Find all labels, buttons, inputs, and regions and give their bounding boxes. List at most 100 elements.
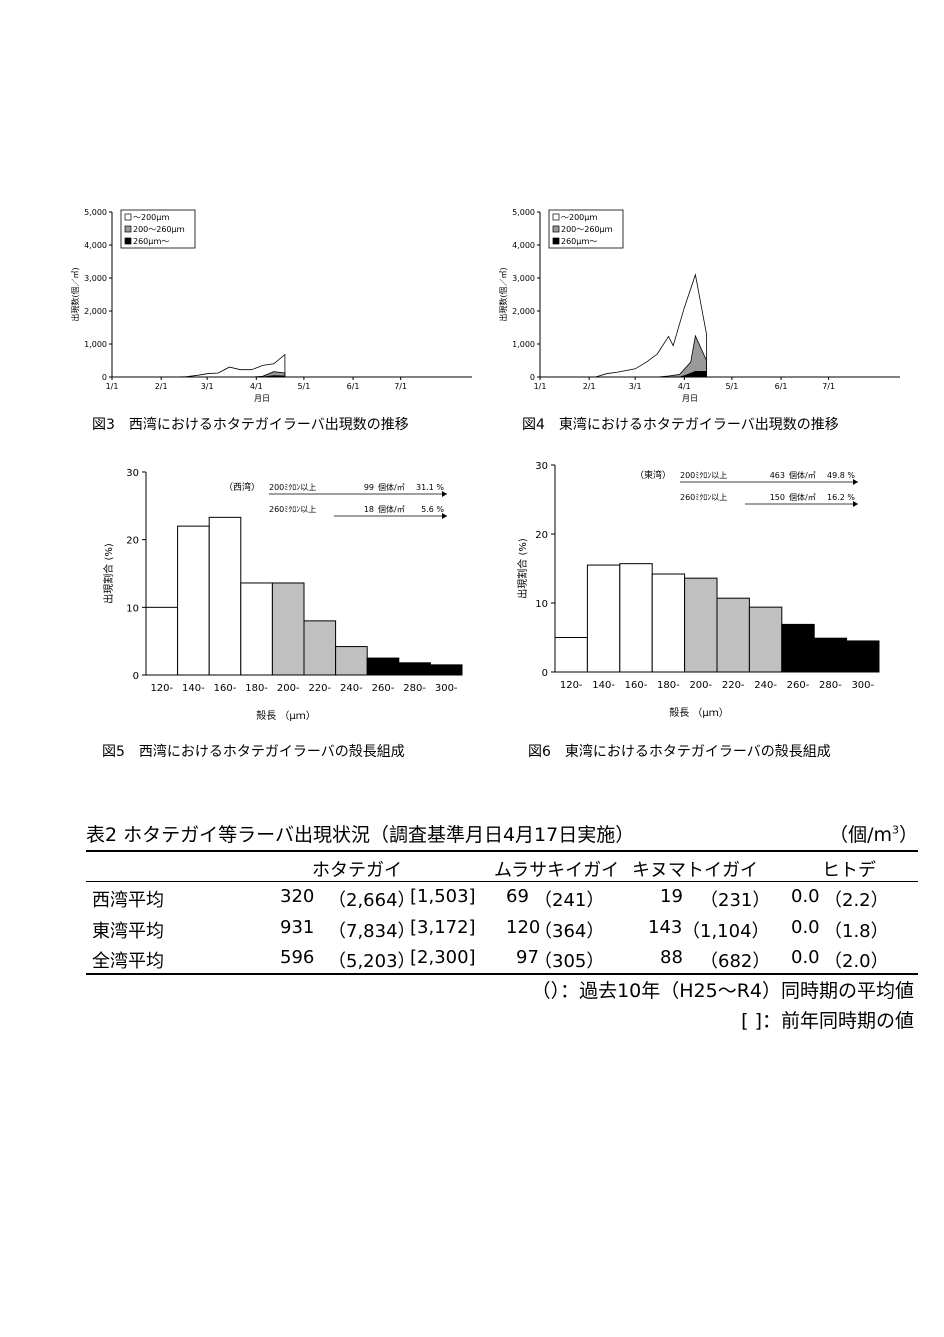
x-tick-label: 260- [787,680,810,691]
annotation-count: 463 [770,471,785,480]
row-name: 西湾平均 [92,890,164,911]
annotation-arrow-head [853,501,858,507]
annotation: （東湾） 200ﾐｸﾛﾝ以上 463 個体/㎥ 49.8 % 260ﾐｸﾛﾝ以上 150 個体… [635,469,858,507]
fig4-caption: 図4 東湾におけるホタテガイラーバ出現数の推移 [522,417,839,433]
x-tick-label: 200- [277,683,300,694]
table2-bottom-rule [86,973,918,975]
table2-top-rule [86,850,918,852]
annotation-area: （西湾） [224,481,260,493]
area-series-2 [540,371,893,378]
x-tick-label: 5/1 [725,382,738,391]
bar-300- [846,640,880,673]
murasaki-value: 120 [506,917,541,938]
x-tick-label: 260- [372,683,395,694]
annotation-percent: 31.1 % [416,483,444,492]
kinuma-average: （682） [700,951,771,972]
bar-240- [748,606,783,673]
annotation-unit: 個体/㎥ [789,470,816,480]
y-tick-label: 3,000 [512,274,535,283]
area-series-1 [112,371,465,378]
bar-240- [335,646,368,676]
annotation-arrow-head [853,479,858,485]
fig6-bar-chart: 120- 140- 160- 180- 200- 220- 240- 260- 280- 300-… [516,461,880,719]
header-murasaki: ムラサキイガイ [494,860,620,881]
y-tick-label: 0 [102,373,107,382]
x-tick-label: 3/1 [201,382,214,391]
x-tick-label: 120- [560,680,583,691]
bar-200- [684,577,718,673]
x-tick-label: 280- [403,683,426,694]
kinuma-average: （1,104） [682,921,770,942]
hotate-average: （2,664） [328,890,416,911]
bar-280- [813,637,848,673]
table2-title: 表2 ホタテガイ等ラーバ出現状況（調査基準月日4月17日実施） [86,824,635,846]
x-axis-title: 殻長 （μｍ） [669,706,729,719]
y-tick-label: 1,000 [512,340,535,349]
legend-label: 260μｍ～ [561,237,597,246]
annotation-percent: 49.8 % [827,471,855,480]
bar-120- [554,637,588,673]
annotation-area: （東湾） [635,469,671,481]
y-axis-title: 出現割合 (%) [102,543,115,604]
bar-180- [651,573,686,673]
bar-180- [240,582,273,676]
x-axis-title: 殻長 （μｍ） [256,709,316,722]
x-tick-label: 160- [625,680,648,691]
bar-120- [145,606,179,676]
annotation-count: 18 [364,505,374,514]
legend: ～200μｍ 200～260μｍ 260μｍ～ [548,209,624,249]
x-tick-label: 200- [689,680,712,691]
y-tick-label: 0 [542,668,548,679]
hotate-previous: [1,503] [410,886,476,907]
bar-140- [177,525,210,676]
legend-label: ～200μｍ [561,213,597,222]
fig4-line-chart: 0 1,000 2,000 3,000 4,000 5,000 1/1 2/1 3/1 4/1 5/… [498,208,900,403]
annotation: （西湾） 200ﾐｸﾛﾝ以上 99 個体/㎥ 31.1 % 260ﾐｸﾛﾝ以上 18 個体/㎥… [224,481,447,519]
hotate-average: （5,203） [328,951,416,972]
bar-140- [586,564,621,673]
x-tick-label: 2/1 [583,382,596,391]
x-tick-label: 4/1 [678,382,691,391]
x-tick-label: 140- [592,680,615,691]
annotation-arrow-head [442,513,447,519]
x-tick-label: 220- [308,683,331,694]
row-name: 東湾平均 [92,921,164,942]
legend-swatch [124,225,132,233]
header-hitode: ヒトデ [822,860,876,881]
annotation-unit: 個体/㎥ [378,504,405,514]
annotation-percent: 16.2 % [827,493,855,502]
annotation-count: 99 [364,483,374,492]
fig3-line-chart: 0 1,000 2,000 3,000 4,000 5,000 1/1 2/1 3/1 4/1 5/… [70,208,472,403]
table2-unit-sup: 3 [891,823,899,837]
y-tick-label: 30 [126,468,139,479]
annotation-arrow-head [442,491,447,497]
hitode-value: 0.0 [791,917,820,938]
bar-280- [398,662,431,676]
hotate-previous: [3,172] [410,917,476,938]
x-tick-label: 140- [182,683,205,694]
y-axis-title: 出現数(個／㎥) [498,267,508,321]
x-tick-label: 180- [245,683,268,694]
hitode-average: （2.0） [824,951,889,972]
x-tick-label: 280- [819,680,842,691]
x-tick-label: 1/1 [106,382,119,391]
y-tick-label: 2,000 [84,307,107,316]
kinuma-average: （231） [700,890,771,911]
hotate-previous: [2,300] [410,947,476,968]
bar-300- [429,664,463,676]
area-series-0 [112,353,465,378]
y-tick-label: 3,000 [84,274,107,283]
annotation-unit: 個体/㎥ [378,482,405,492]
bar-260- [366,657,400,676]
table2-note-average: （）：過去10年（H25～R4）同時期の平均値 [531,980,914,1002]
bar-220- [303,620,337,676]
x-tick-label: 4/1 [250,382,263,391]
y-tick-label: 30 [535,461,548,472]
y-tick-label: 20 [126,536,139,547]
murasaki-value: 97 [516,947,539,968]
y-tick-label: 4,000 [84,241,107,250]
legend-swatch [124,213,132,221]
hitode-value: 0.0 [791,886,820,907]
legend-box [548,209,624,249]
y-axis-title: 出現割合 (%) [516,538,529,599]
